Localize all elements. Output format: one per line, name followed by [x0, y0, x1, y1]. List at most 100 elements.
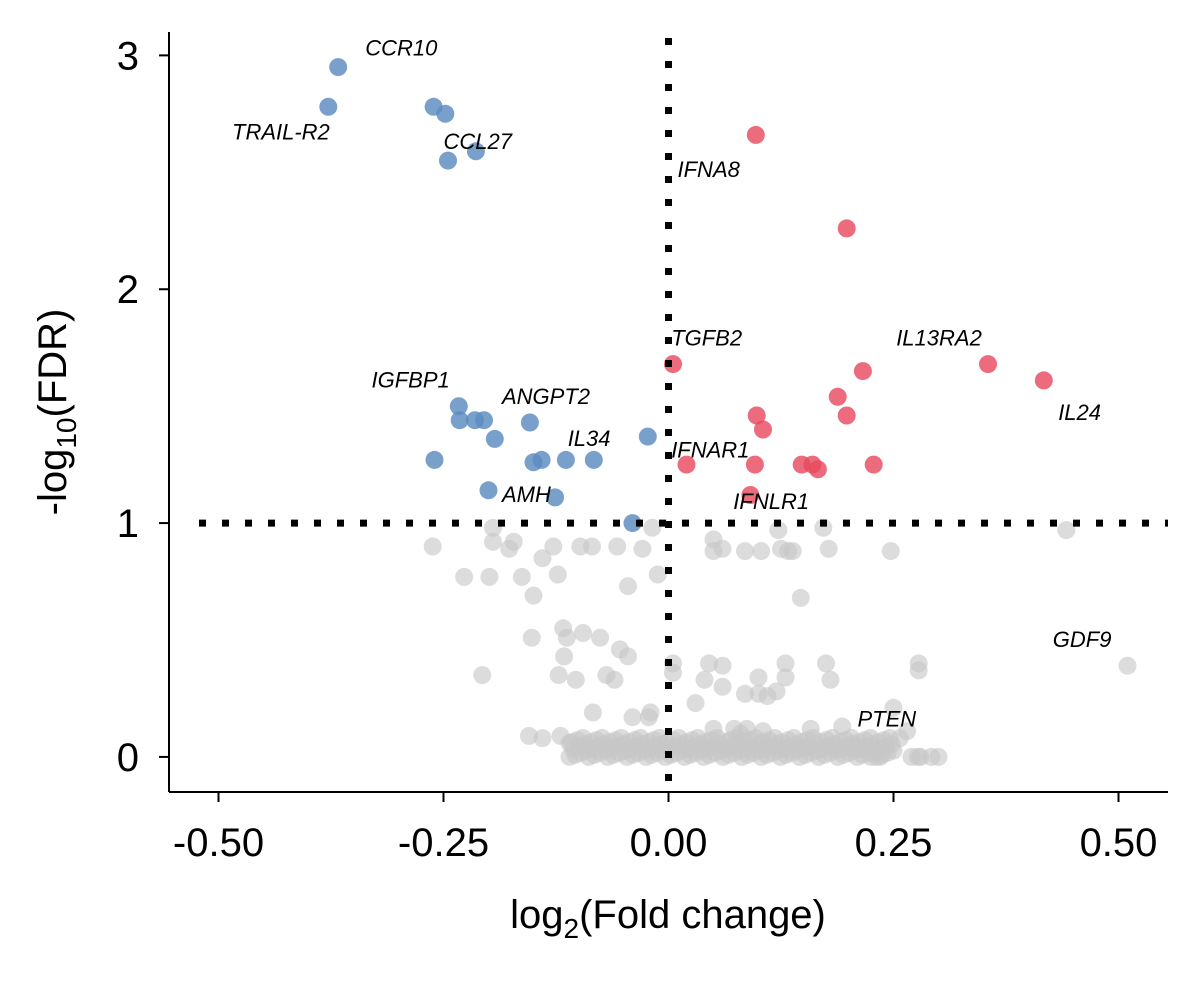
- x-axis-title: log2(Fold change): [510, 893, 826, 944]
- gene-label: IGFBP1: [372, 367, 450, 392]
- point-ns: [922, 747, 941, 766]
- point-ns: [749, 684, 768, 703]
- point-ns: [520, 726, 538, 745]
- point-ns: [533, 549, 552, 568]
- point-ns: [504, 532, 523, 551]
- point-down: [450, 411, 469, 430]
- point-ns: [749, 668, 768, 687]
- point-up: [754, 420, 772, 439]
- point-ns: [776, 668, 795, 687]
- gene-label: ANGPT2: [500, 384, 590, 409]
- point-down: [439, 151, 457, 170]
- x-tick-label: -0.50: [173, 821, 264, 865]
- point-ns: [512, 567, 531, 586]
- point-ns: [908, 747, 927, 766]
- point-ns: [783, 542, 802, 561]
- point-ns: [848, 738, 867, 757]
- point-down: [329, 58, 348, 77]
- point-ns: [821, 670, 840, 689]
- point-ns: [686, 694, 705, 713]
- point-ns: [752, 542, 771, 561]
- point-up: [837, 219, 856, 238]
- point-up: [664, 355, 682, 374]
- point-ns: [555, 647, 574, 666]
- point-up: [979, 355, 997, 374]
- point-ns: [1057, 521, 1076, 540]
- point-up: [747, 406, 766, 425]
- gene-label: IL24: [1058, 400, 1101, 425]
- gene-labels: CCR10 TRAIL-R2 CCL27 IFNA8 TGFB2 IL13RA2 IGFBP…: [232, 35, 1111, 731]
- gene-label: CCR10: [365, 35, 438, 60]
- x-tick-label: 0.25: [855, 821, 933, 865]
- point-ns: [608, 537, 627, 556]
- point-down: [425, 450, 444, 469]
- point-ns: [736, 542, 754, 561]
- y-tick-label: 2: [117, 268, 139, 312]
- point-ns: [522, 628, 541, 647]
- point-ns: [623, 708, 642, 727]
- gene-label: CCL27: [444, 129, 513, 154]
- point-ns: [695, 670, 714, 689]
- point-ns: [639, 708, 658, 727]
- point-ns: [1118, 656, 1137, 675]
- point-up: [864, 455, 883, 474]
- threshold-lines: [199, 38, 1168, 792]
- point-ns: [473, 666, 492, 685]
- point-ns: [754, 722, 772, 741]
- gene-label: PTEN: [858, 707, 917, 732]
- point-ns: [455, 567, 474, 586]
- points-layer: [319, 58, 1137, 766]
- point-ns: [884, 698, 903, 717]
- point-up: [741, 486, 760, 504]
- point-down: [436, 104, 455, 123]
- point-up: [808, 460, 827, 479]
- point-ns: [767, 682, 786, 701]
- point-ns: [560, 733, 579, 752]
- point-ns: [557, 628, 576, 647]
- point-ns: [605, 670, 624, 689]
- point-down: [556, 450, 575, 469]
- point-ns: [890, 729, 909, 748]
- point-up: [837, 406, 856, 425]
- point-ns: [713, 677, 732, 696]
- point-ns: [583, 537, 601, 556]
- point-down: [623, 514, 642, 533]
- gene-label: AMH: [500, 482, 551, 507]
- point-ns: [566, 670, 585, 689]
- point-ns: [819, 539, 838, 558]
- point-ns: [480, 567, 499, 586]
- ticks-layer: -0.50 -0.25 0.00 0.25 0.50 0 1 2 3: [117, 34, 1158, 865]
- point-ns: [544, 537, 563, 556]
- point-ns: [533, 729, 552, 748]
- gene-label: IL13RA2: [896, 325, 982, 350]
- point-down: [520, 413, 539, 432]
- point-ns: [817, 654, 835, 673]
- point-ns: [548, 565, 567, 584]
- point-down: [638, 427, 657, 446]
- point-up: [1034, 371, 1053, 390]
- point-up: [677, 455, 696, 474]
- point-ns: [833, 717, 852, 736]
- point-down: [532, 450, 551, 469]
- gene-label: TRAIL-R2: [232, 120, 330, 145]
- point-ns: [776, 654, 795, 673]
- point-ns: [814, 518, 833, 537]
- x-tick-label: 0.00: [630, 821, 708, 865]
- gene-label: IFNLR1: [733, 489, 809, 514]
- point-ns: [704, 719, 723, 738]
- point-ns: [700, 654, 718, 673]
- point-down: [475, 411, 493, 430]
- point-ns: [731, 724, 750, 743]
- point-ns: [769, 521, 788, 540]
- x-tick-label: 0.50: [1080, 821, 1158, 865]
- point-down: [485, 429, 504, 448]
- point-ns: [664, 654, 682, 673]
- point-ns: [591, 628, 610, 647]
- y-tick-label: 0: [117, 736, 139, 780]
- point-down: [319, 97, 338, 116]
- point-ns: [736, 684, 754, 703]
- point-up: [828, 387, 847, 406]
- y-tick-label: 1: [117, 502, 139, 546]
- point-ns: [713, 539, 732, 558]
- point-ns: [871, 747, 889, 766]
